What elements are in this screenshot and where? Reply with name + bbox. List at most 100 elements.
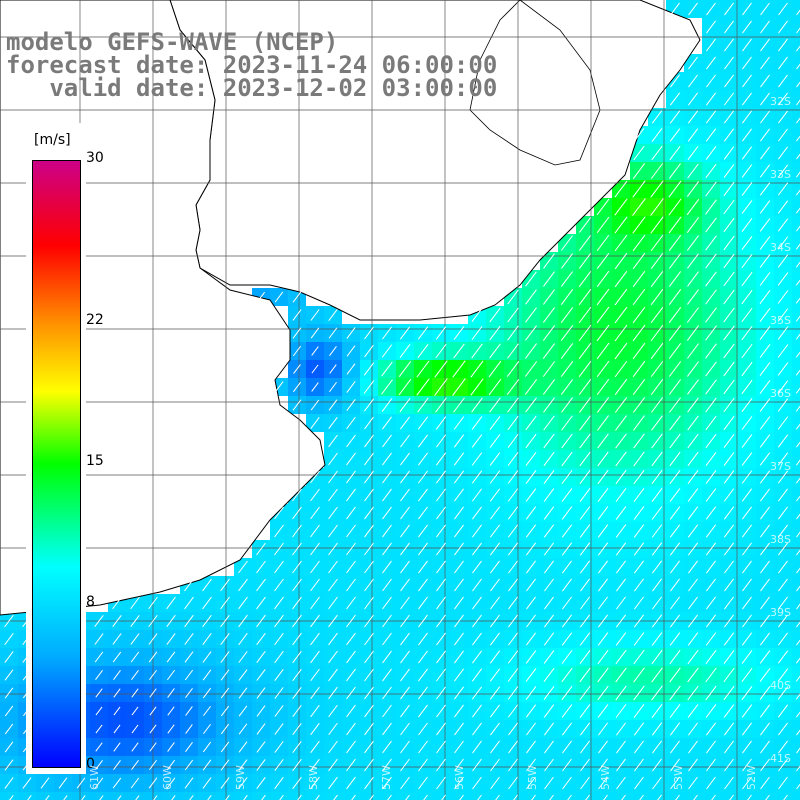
wind-arrow bbox=[203, 705, 211, 717]
wind-arrow bbox=[795, 477, 800, 484]
latitude-label: 36S bbox=[770, 387, 791, 400]
wind-arrow bbox=[777, 434, 789, 448]
wind-arrow bbox=[633, 128, 645, 142]
wind-arrow bbox=[346, 470, 356, 484]
wind-arrow bbox=[669, 469, 681, 485]
model-title: modelo GEFS-WAVE (NCEP) bbox=[6, 28, 339, 56]
wind-arrow bbox=[561, 542, 573, 556]
wind-arrow bbox=[202, 741, 212, 753]
wind-arrow bbox=[778, 776, 788, 790]
wind-arrow bbox=[561, 578, 573, 592]
wind-arrow bbox=[256, 614, 266, 628]
wind-arrow bbox=[668, 289, 682, 305]
latitude-label: 41S bbox=[770, 752, 791, 765]
wind-cell bbox=[288, 792, 306, 800]
wind-arrow bbox=[578, 306, 592, 324]
wind-arrow bbox=[615, 632, 627, 646]
wind-arrow bbox=[382, 470, 392, 484]
wind-arrow bbox=[614, 342, 628, 360]
wind-arrow bbox=[621, 794, 626, 800]
wind-arrow bbox=[382, 434, 392, 448]
wind-arrow bbox=[346, 668, 356, 682]
wind-arrow bbox=[687, 542, 699, 556]
wind-arrow bbox=[759, 182, 771, 196]
wind-arrow bbox=[777, 290, 789, 304]
wind-arrow bbox=[453, 686, 465, 700]
wind-arrow bbox=[597, 506, 609, 520]
wind-arrow bbox=[525, 307, 537, 323]
wind-arrow bbox=[4, 705, 14, 717]
wind-arrow bbox=[795, 261, 800, 268]
wind-arrow bbox=[760, 542, 770, 556]
wind-arrow bbox=[507, 686, 519, 700]
wind-arrow bbox=[652, 740, 662, 754]
wind-arrow bbox=[507, 343, 519, 359]
wind-arrow bbox=[759, 326, 771, 340]
wind-cell bbox=[792, 666, 800, 684]
wind-arrow bbox=[328, 470, 338, 484]
wind-arrow bbox=[777, 182, 789, 196]
wind-arrow bbox=[292, 668, 302, 682]
wind-cell bbox=[792, 432, 800, 450]
wind-arrow bbox=[4, 687, 14, 699]
wind-cell bbox=[792, 72, 800, 90]
wind-arrow bbox=[274, 578, 284, 592]
wind-arrow bbox=[777, 218, 789, 232]
wind-arrow bbox=[508, 740, 518, 754]
wind-arrow bbox=[651, 524, 663, 538]
wind-arrow bbox=[453, 326, 465, 340]
wind-arrow bbox=[796, 63, 800, 70]
wind-arrow bbox=[471, 325, 483, 341]
wind-arrow bbox=[346, 740, 356, 754]
wind-arrow bbox=[130, 651, 140, 663]
wind-arrow bbox=[796, 153, 800, 160]
wind-arrow bbox=[436, 524, 446, 538]
wind-arrow bbox=[650, 252, 664, 270]
wind-arrow bbox=[668, 324, 682, 342]
wind-arrow bbox=[777, 488, 789, 502]
wind-arrow bbox=[292, 345, 302, 357]
wind-arrow bbox=[741, 452, 753, 466]
wind-arrow bbox=[261, 794, 266, 800]
wind-arrow bbox=[454, 740, 464, 754]
wind-arrow bbox=[274, 632, 284, 646]
wind-arrow bbox=[488, 360, 502, 378]
wind-arrow bbox=[634, 758, 644, 772]
latitude-label: 34S bbox=[770, 241, 791, 254]
wind-arrow bbox=[9, 794, 14, 800]
wind-arrow bbox=[723, 722, 735, 736]
wind-arrow bbox=[453, 434, 465, 448]
wind-arrow bbox=[687, 614, 699, 628]
wind-arrow bbox=[364, 560, 374, 574]
wind-arrow bbox=[579, 578, 591, 592]
wind-arrow bbox=[382, 614, 392, 628]
wind-arrow bbox=[471, 343, 483, 359]
wind-arrow bbox=[310, 488, 320, 502]
wind-arrow bbox=[184, 651, 194, 663]
wind-arrow bbox=[596, 360, 610, 378]
wind-arrow bbox=[760, 614, 770, 628]
wind-arrow bbox=[705, 649, 717, 665]
wind-arrow bbox=[328, 632, 338, 646]
wind-arrow bbox=[741, 218, 753, 232]
wind-arrow bbox=[544, 758, 554, 772]
wind-arrow bbox=[274, 668, 284, 682]
wind-arrow bbox=[687, 397, 699, 413]
wind-arrow bbox=[453, 397, 465, 413]
wind-arrow bbox=[579, 506, 591, 520]
wind-arrow bbox=[614, 252, 628, 270]
wind-arrow bbox=[723, 397, 735, 413]
wind-arrow bbox=[4, 777, 14, 789]
wind-arrow bbox=[741, 110, 753, 124]
longitude-label: 61W bbox=[88, 765, 101, 790]
wind-arrow bbox=[471, 668, 483, 682]
wind-arrow bbox=[333, 794, 338, 800]
latitude-label: 33S bbox=[770, 168, 791, 181]
wind-arrow bbox=[686, 307, 700, 323]
wind-arrow bbox=[741, 289, 753, 305]
wind-cell bbox=[792, 180, 800, 198]
longitude-label: 56W bbox=[453, 765, 466, 790]
wind-cell bbox=[792, 252, 800, 270]
wind-arrow bbox=[45, 795, 50, 800]
wind-arrow bbox=[364, 596, 374, 610]
